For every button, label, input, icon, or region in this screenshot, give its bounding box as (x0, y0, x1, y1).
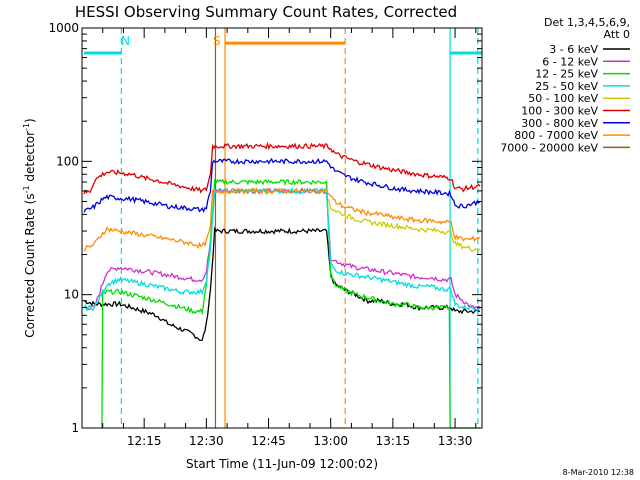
y-tick-label: 1 (71, 421, 79, 435)
legend-label-300-800-kev: 300 - 800 keV (521, 117, 598, 130)
legend-label-12-25-kev: 12 - 25 keV (535, 68, 598, 81)
legend-label-3-6-kev: 3 - 6 keV (549, 43, 598, 56)
series-25-50-kev (83, 187, 481, 312)
y-axis-label-sup1: -1 (22, 185, 31, 193)
series-50-100-kev (327, 199, 481, 252)
series-100-300-kev (83, 141, 481, 195)
legend-label-100-300-kev: 100 - 300 keV (521, 105, 598, 118)
x-tick-label: 12:30 (189, 434, 224, 448)
x-tick-label: 12:45 (251, 434, 286, 448)
series-300-800-kev (83, 157, 481, 214)
x-tick-label: 13:15 (376, 434, 411, 448)
x-tick-label: 13:00 (313, 434, 348, 448)
y-tick-label: 100 (56, 154, 79, 168)
x-axis: 12:15 12:30 12:45 13:00 13:15 13:30 (102, 28, 477, 448)
y-axis-label-mid: detector (23, 131, 37, 186)
series-800-7000-kev (83, 187, 481, 252)
legend-label-6-12-kev: 6 - 12 keV (542, 55, 598, 68)
legend-label-25-50-kev: 25 - 50 keV (535, 80, 598, 93)
legend-header-1: Det 1,3,4,5,6,9, (544, 16, 630, 29)
y-axis-label-main: Corrected Count Rate (s (23, 193, 37, 337)
legend-label-50-100-kev: 50 - 100 keV (528, 92, 598, 105)
series-6-12-kev (83, 187, 481, 311)
chart-title: HESSI Observing Summary Count Rates, Cor… (75, 3, 457, 21)
y-axis-label: Corrected Count Rate (s-1 detector-1) (22, 118, 37, 337)
x-axis-label: Start Time (11-Jun-09 12:00:02) (186, 457, 378, 471)
x-tick-label: 13:30 (438, 434, 473, 448)
marker-n: N (121, 34, 130, 48)
y-tick-label: 1000 (48, 21, 79, 35)
y-axis-label-end: ) (23, 118, 37, 123)
series-3-6-kev (84, 226, 480, 342)
legend-label-800-7000-kev: 800 - 7000 keV (514, 129, 598, 142)
plot-frame (81, 27, 483, 429)
y-tick-label: 10 (64, 288, 79, 302)
legend-header-2: Att 0 (604, 28, 630, 41)
marker-s: S (213, 34, 221, 48)
y-axis: 1 10 100 1000 (48, 21, 482, 435)
legend-label-7000-20000-kev: 7000 - 20000 keV (500, 141, 598, 154)
series-12-25-kev (101, 178, 480, 429)
footer-timestamp: 8-Mar-2010 12:38 (563, 468, 634, 477)
y-axis-label-sup2: -1 (22, 123, 31, 131)
x-tick-label: 12:15 (127, 434, 162, 448)
